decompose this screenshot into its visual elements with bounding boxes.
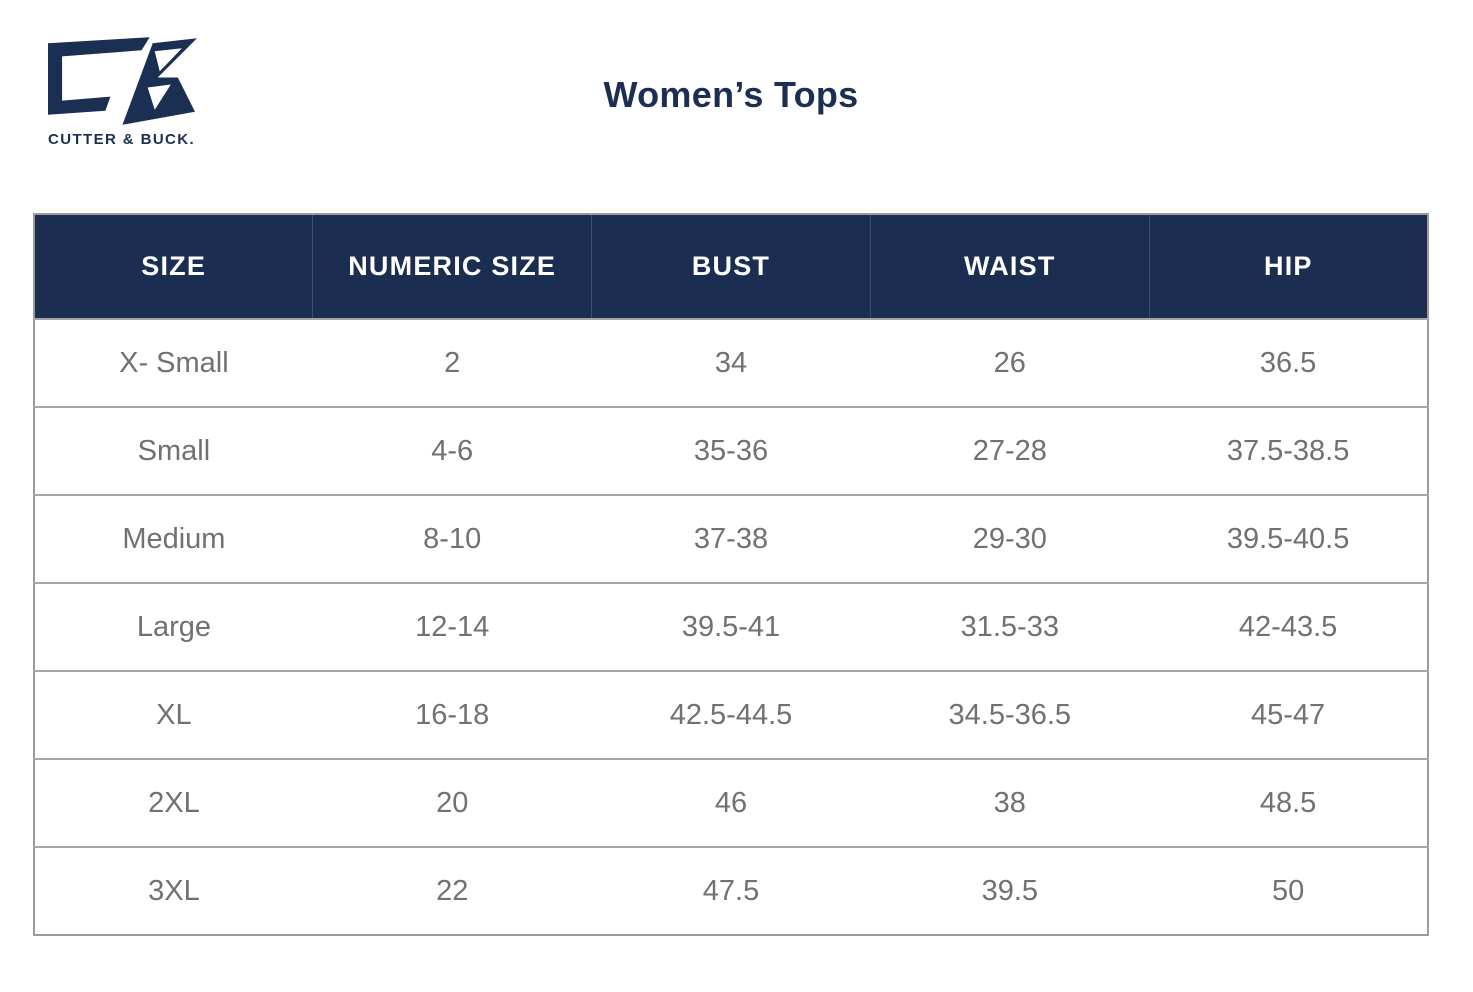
size-chart-table: SIZE NUMERIC SIZE BUST WAIST HIP X- Smal… bbox=[33, 213, 1429, 936]
page-title: Women’s Tops bbox=[603, 74, 859, 115]
table-cell: 34 bbox=[591, 318, 871, 407]
size-chart-body: X- Small 2 34 26 36.5 Small 4-6 35-36 27-28 37.5-… bbox=[34, 318, 1428, 935]
header-row: SIZE NUMERIC SIZE BUST WAIST HIP bbox=[34, 214, 1428, 319]
table-cell: Large bbox=[34, 582, 313, 671]
table-cell: X- Small bbox=[34, 318, 313, 407]
table-row: X- Small 2 34 26 36.5 bbox=[34, 318, 1428, 407]
table-row: XL 16-18 42.5-44.5 34.5-36.5 45-47 bbox=[34, 670, 1428, 759]
table-cell: 8-10 bbox=[312, 494, 592, 583]
table-row: Medium 8-10 37-38 29-30 39.5-40.5 bbox=[34, 494, 1428, 583]
table-cell: 31.5-33 bbox=[870, 582, 1150, 671]
column-header-hip: HIP bbox=[1148, 214, 1428, 319]
table-cell: 39.5-40.5 bbox=[1149, 494, 1428, 583]
column-header-waist: WAIST bbox=[869, 214, 1150, 319]
table-cell: 12-14 bbox=[312, 582, 592, 671]
table-cell: 3XL bbox=[34, 846, 313, 935]
table-cell: 48.5 bbox=[1149, 758, 1428, 847]
brand-wordmark: CUTTER & BUCK. bbox=[48, 131, 196, 148]
table-cell: 38 bbox=[870, 758, 1150, 847]
table-cell: XL bbox=[34, 670, 313, 759]
table-cell: 22 bbox=[312, 846, 592, 935]
table-cell: 39.5-41 bbox=[591, 582, 871, 671]
table-cell: 47.5 bbox=[591, 846, 871, 935]
table-cell: 42-43.5 bbox=[1149, 582, 1428, 671]
table-row: 2XL 20 46 38 48.5 bbox=[34, 758, 1428, 847]
table-row: Large 12-14 39.5-41 31.5-33 42-43.5 bbox=[34, 582, 1428, 671]
table-cell: 2XL bbox=[34, 758, 313, 847]
table-cell: 37-38 bbox=[591, 494, 871, 583]
table-cell: 2 bbox=[312, 318, 592, 407]
table-cell: 27-28 bbox=[870, 406, 1150, 495]
brand-logo: CUTTER & BUCK. bbox=[48, 37, 218, 148]
table-cell: 4-6 bbox=[312, 406, 592, 495]
table-cell: 35-36 bbox=[591, 406, 871, 495]
table-cell: 36.5 bbox=[1149, 318, 1428, 407]
table-cell: 20 bbox=[312, 758, 592, 847]
table-cell: 39.5 bbox=[870, 846, 1150, 935]
table-cell: 45-47 bbox=[1149, 670, 1428, 759]
table-cell: 26 bbox=[870, 318, 1150, 407]
table-cell: 29-30 bbox=[870, 494, 1150, 583]
table-cell: Small bbox=[34, 406, 313, 495]
column-header-bust: BUST bbox=[591, 214, 871, 319]
column-header-numeric-size: NUMERIC SIZE bbox=[312, 214, 592, 319]
column-header-size: SIZE bbox=[34, 214, 313, 319]
table-cell: 37.5-38.5 bbox=[1149, 406, 1428, 495]
table-row: Small 4-6 35-36 27-28 37.5-38.5 bbox=[34, 406, 1428, 495]
table-cell: 50 bbox=[1149, 846, 1428, 935]
table-cell: 16-18 bbox=[312, 670, 592, 759]
table-row: 3XL 22 47.5 39.5 50 bbox=[34, 846, 1428, 935]
table-cell: 34.5-36.5 bbox=[870, 670, 1150, 759]
table-cell: 42.5-44.5 bbox=[591, 670, 871, 759]
cutter-and-buck-monogram-icon bbox=[48, 37, 197, 125]
table-cell: Medium bbox=[34, 494, 313, 583]
table-cell: 46 bbox=[591, 758, 871, 847]
